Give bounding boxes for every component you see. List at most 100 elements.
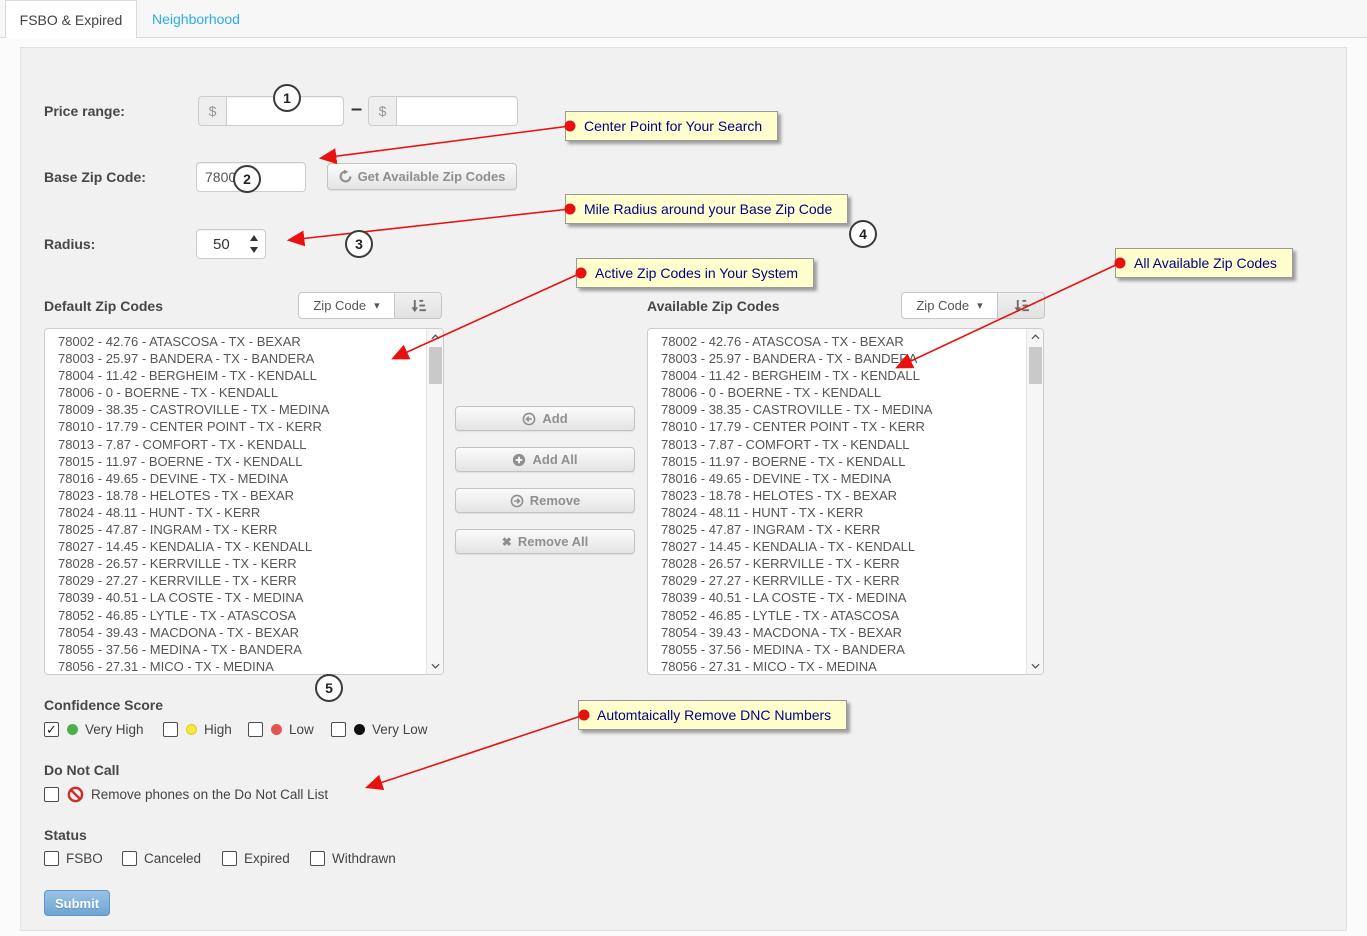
submit-button[interactable]: Submit xyxy=(44,890,110,916)
callout-active-zip-codes: Active Zip Codes in Your System xyxy=(576,258,815,288)
zip-list-item[interactable]: 78039 - 40.51 - LA COSTE - TX - MEDINA xyxy=(58,590,304,606)
radius-stepper xyxy=(196,229,266,259)
zip-list-item[interactable]: 78002 - 42.76 - ATASCOSA - TX - BEXAR xyxy=(661,334,904,349)
remove-all-button[interactable]: ✖ Remove All xyxy=(455,529,635,554)
zip-list-item[interactable]: 78025 - 47.87 - INGRAM - TX - KERR xyxy=(661,522,881,538)
scroll-up-icon[interactable] xyxy=(1027,329,1043,345)
zip-list-item[interactable]: 78027 - 14.45 - KENDALIA - TX - KENDALL xyxy=(661,539,916,555)
caret-down-icon: ▾ xyxy=(977,300,983,312)
price-min-group: $ xyxy=(198,96,344,126)
high-checkbox[interactable] xyxy=(163,722,178,737)
zip-list-item[interactable]: 78056 - 27.31 - MICO - TX - MEDINA xyxy=(661,658,877,674)
zip-list-item[interactable]: 78015 - 11.97 - BOERNE - TX - KENDALL xyxy=(58,453,303,469)
zip-list-item[interactable]: 78029 - 27.27 - KERRVILLE - TX - KERR xyxy=(58,573,297,589)
zip-list-item[interactable]: 78025 - 47.87 - INGRAM - TX - KERR xyxy=(58,522,278,538)
button-label: Add All xyxy=(532,452,578,467)
scroll-down-icon[interactable] xyxy=(427,658,443,674)
zip-list-item[interactable]: 78052 - 46.85 - LYTLE - TX - ATASCOSA xyxy=(661,607,900,623)
default-sort-direction-button[interactable] xyxy=(395,292,442,319)
radius-input[interactable] xyxy=(196,229,266,259)
available-sort-direction-button[interactable] xyxy=(998,292,1045,319)
add-all-button[interactable]: Add All xyxy=(455,447,635,472)
zip-list-item[interactable]: 78029 - 27.27 - KERRVILLE - TX - KERR xyxy=(661,573,900,589)
get-available-zip-codes-button[interactable]: Get Available Zip Codes xyxy=(327,163,517,190)
default-zip-codes-list[interactable]: 78002 - 42.76 - ATASCOSA - TX - BEXAR 780… xyxy=(44,328,444,675)
checkbox-label: Withdrawn xyxy=(332,851,396,866)
button-label: Submit xyxy=(54,895,100,911)
zip-list-item[interactable]: 78039 - 40.51 - LA COSTE - TX - MEDINA xyxy=(661,590,907,606)
zip-list-item[interactable]: 78010 - 17.79 - CENTER POINT - TX - KERR xyxy=(58,419,322,435)
zip-list-item[interactable]: 78056 - 27.31 - MICO - TX - MEDINA xyxy=(58,658,274,674)
radius-spinner[interactable] xyxy=(249,235,259,253)
available-sort-dropdown[interactable]: Zip Code ▾ xyxy=(901,292,998,319)
zip-list-item[interactable]: 78003 - 25.97 - BANDERA - TX - BANDERA xyxy=(58,351,315,367)
zip-list-item[interactable]: 78009 - 38.35 - CASTROVILLE - TX - MEDIN… xyxy=(58,402,330,418)
status-canceled-option: Canceled xyxy=(122,851,201,866)
canceled-checkbox[interactable] xyxy=(122,851,137,866)
zip-list-item[interactable]: 78004 - 11.42 - BERGHEIM - TX - KENDALL xyxy=(58,368,317,384)
checkmark-icon: ✓ xyxy=(46,721,57,737)
caret-down-icon: ▾ xyxy=(374,300,380,312)
default-zip-items: 78002 - 42.76 - ATASCOSA - TX - BEXAR 780… xyxy=(45,333,425,674)
zip-list-item[interactable]: 78003 - 25.97 - BANDERA - TX - BANDERA xyxy=(661,351,918,367)
withdrawn-checkbox[interactable] xyxy=(310,851,325,866)
very-low-checkbox[interactable] xyxy=(331,722,346,737)
add-button[interactable]: Add xyxy=(455,406,635,431)
callout-remove-dnc: Automtaically Remove DNC Numbers xyxy=(578,700,848,730)
fsbo-checkbox[interactable] xyxy=(44,851,59,866)
step-marker-3: 3 xyxy=(345,230,373,258)
zip-list-item[interactable]: 78010 - 17.79 - CENTER POINT - TX - KERR xyxy=(661,419,925,435)
arrow-right-circle-icon xyxy=(510,494,524,507)
spinner-down-icon[interactable] xyxy=(250,247,258,253)
confidence-low-option: Low xyxy=(248,722,314,737)
scrollbar-thumb[interactable] xyxy=(429,347,442,384)
zip-list-item[interactable]: 78013 - 7.87 - COMFORT - TX - KENDALL xyxy=(58,436,307,452)
available-list-scrollbar[interactable] xyxy=(1026,329,1043,674)
default-sort-dropdown[interactable]: Zip Code ▾ xyxy=(298,292,395,319)
zip-list-item[interactable]: 78024 - 48.11 - HUNT - TX - KERR xyxy=(58,504,261,520)
zip-list-item[interactable]: 78023 - 18.78 - HELOTES - TX - BEXAR xyxy=(661,487,898,503)
very-high-checkbox[interactable]: ✓ xyxy=(44,722,59,737)
zip-list-item[interactable]: 78028 - 26.57 - KERRVILLE - TX - KERR xyxy=(58,556,297,572)
zip-list-item[interactable]: 78015 - 11.97 - BOERNE - TX - KENDALL xyxy=(661,453,906,469)
zip-list-item[interactable]: 78054 - 39.43 - MACDONA - TX - BEXAR xyxy=(58,624,300,640)
expired-checkbox[interactable] xyxy=(222,851,237,866)
step-number: 4 xyxy=(859,226,867,242)
zip-list-item[interactable]: 78016 - 49.65 - DEVINE - TX - MEDINA xyxy=(661,470,892,486)
zip-list-item[interactable]: 78052 - 46.85 - LYTLE - TX - ATASCOSA xyxy=(58,607,297,623)
zip-list-item[interactable]: 78054 - 39.43 - MACDONA - TX - BEXAR xyxy=(661,624,903,640)
zip-list-item[interactable]: 78006 - 0 - BOERNE - TX - KENDALL xyxy=(58,385,279,401)
zip-list-item[interactable]: 78024 - 48.11 - HUNT - TX - KERR xyxy=(661,504,864,520)
scroll-up-icon[interactable] xyxy=(427,329,443,345)
dnc-checkbox[interactable] xyxy=(44,787,59,802)
available-zip-codes-list[interactable]: 78002 - 42.76 - ATASCOSA - TX - BEXAR 780… xyxy=(647,328,1044,675)
zip-list-item[interactable]: 78013 - 7.87 - COMFORT - TX - KENDALL xyxy=(661,436,910,452)
scrollbar-thumb[interactable] xyxy=(1029,347,1042,384)
zip-list-item[interactable]: 78023 - 18.78 - HELOTES - TX - BEXAR xyxy=(58,487,295,503)
tab-bar: FSBO & Expired Neighborhood xyxy=(0,0,1367,38)
spinner-up-icon[interactable] xyxy=(250,235,258,241)
price-range-separator: – xyxy=(351,98,363,120)
low-checkbox[interactable] xyxy=(248,722,263,737)
price-max-input[interactable] xyxy=(396,96,518,126)
default-list-scrollbar[interactable] xyxy=(426,329,443,674)
scroll-down-icon[interactable] xyxy=(1027,658,1043,674)
available-zip-items: 78002 - 42.76 - ATASCOSA - TX - BEXAR 780… xyxy=(648,333,1025,674)
zip-list-item[interactable]: 78004 - 11.42 - BERGHEIM - TX - KENDALL xyxy=(661,368,920,384)
zip-list-item[interactable]: 78055 - 37.56 - MEDINA - TX - BANDERA xyxy=(58,641,302,657)
sort-amount-icon xyxy=(1014,299,1029,312)
zip-list-item[interactable]: 78027 - 14.45 - KENDALIA - TX - KENDALL xyxy=(58,539,313,555)
remove-button[interactable]: Remove xyxy=(455,488,635,513)
zip-list-item[interactable]: 78006 - 0 - BOERNE - TX - KENDALL xyxy=(661,385,882,401)
zip-list-item[interactable]: 78028 - 26.57 - KERRVILLE - TX - KERR xyxy=(661,556,900,572)
tab-neighborhood[interactable]: Neighborhood xyxy=(152,0,240,38)
zip-list-item[interactable]: 78055 - 37.56 - MEDINA - TX - BANDERA xyxy=(661,641,905,657)
zip-list-item[interactable]: 78016 - 49.65 - DEVINE - TX - MEDINA xyxy=(58,470,289,486)
zip-list-item[interactable]: 78002 - 42.76 - ATASCOSA - TX - BEXAR xyxy=(58,334,301,349)
tab-fsbo-expired[interactable]: FSBO & Expired xyxy=(5,0,137,38)
step-marker-2: 2 xyxy=(233,165,261,193)
status-fsbo-option: FSBO xyxy=(44,851,103,866)
button-label: Get Available Zip Codes xyxy=(357,169,506,184)
zip-list-item[interactable]: 78009 - 38.35 - CASTROVILLE - TX - MEDIN… xyxy=(661,402,933,418)
step-marker-1: 1 xyxy=(273,84,301,112)
